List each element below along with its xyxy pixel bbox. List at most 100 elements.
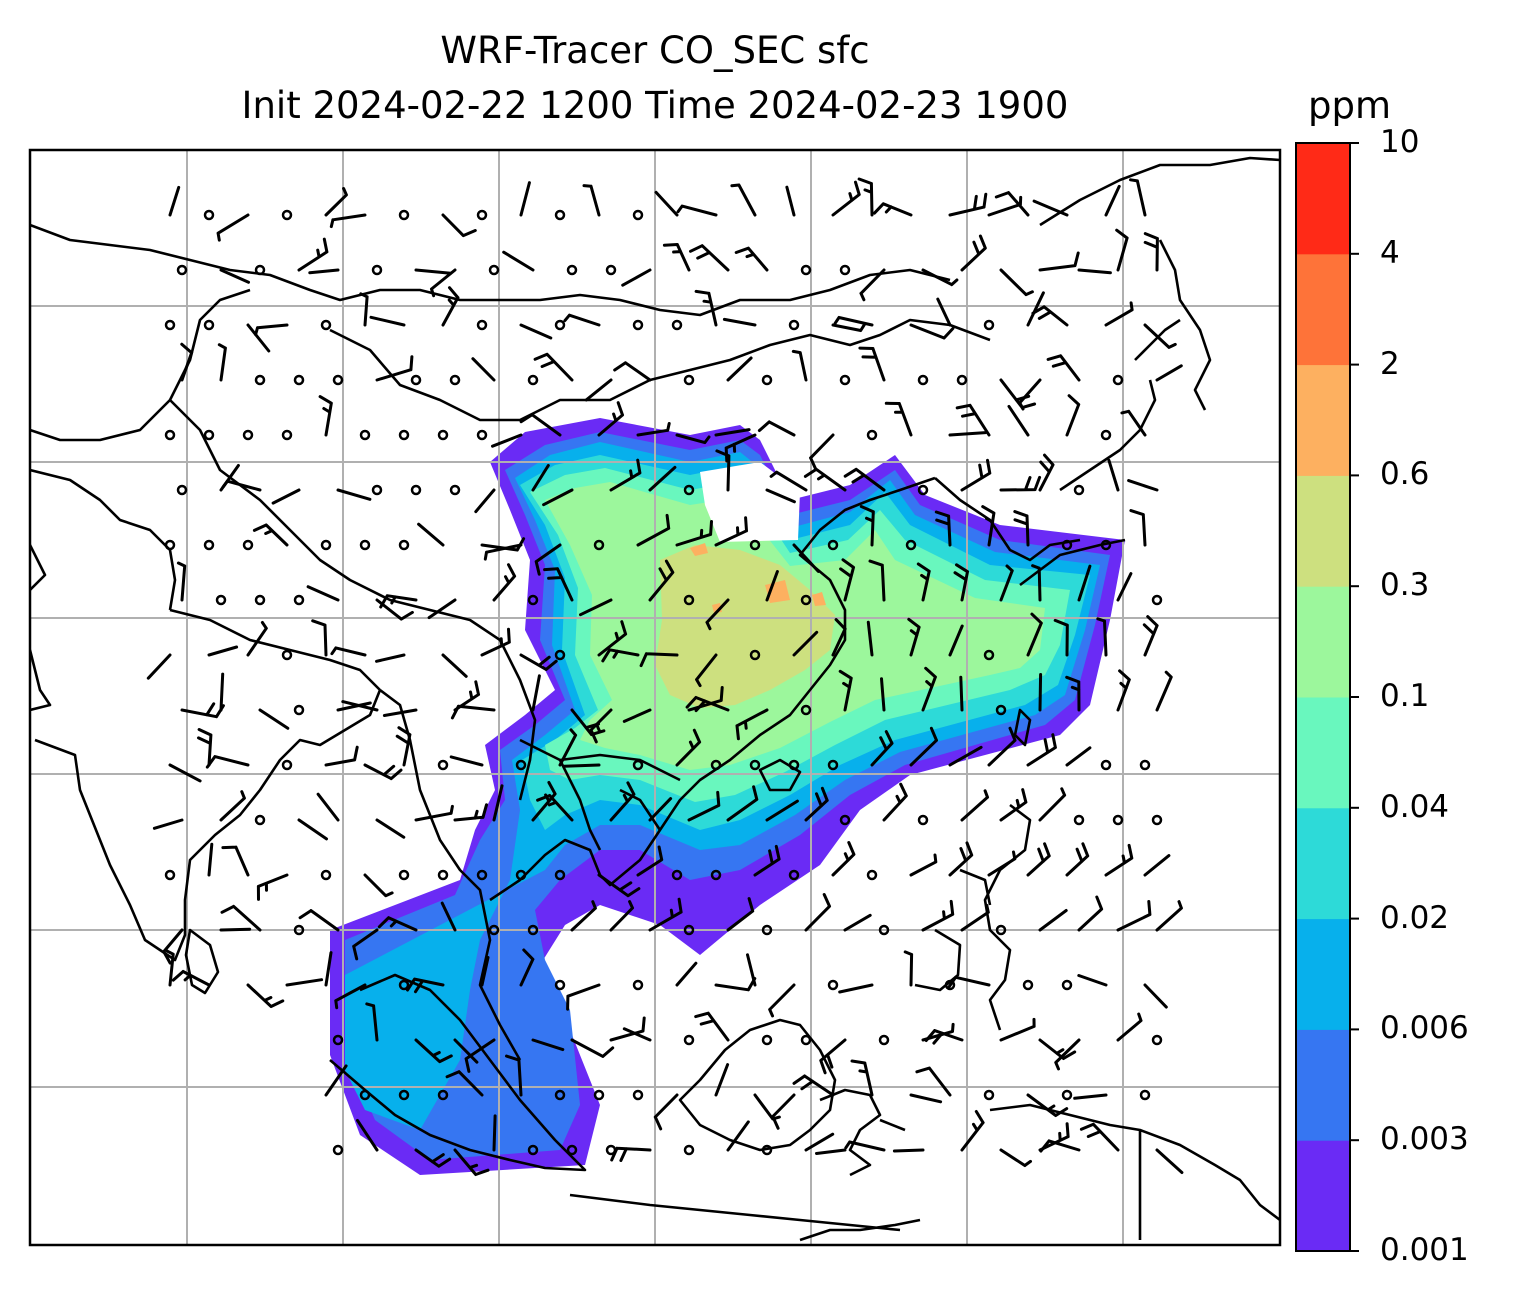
wind-calm-marker bbox=[878, 1034, 890, 1046]
colorbar-tick-label: 0.006 bbox=[1380, 1010, 1469, 1047]
wind-barb bbox=[948, 745, 983, 767]
wind-barb bbox=[757, 420, 796, 437]
wind-barb bbox=[1007, 404, 1030, 437]
wind-barb bbox=[334, 983, 367, 1010]
wind-barb bbox=[256, 873, 289, 901]
wind-barb bbox=[792, 630, 819, 657]
wind-barb bbox=[219, 927, 252, 932]
wind-calm-marker bbox=[788, 319, 800, 331]
wind-barb bbox=[734, 246, 769, 272]
wind-barb bbox=[563, 313, 601, 327]
wind-barb bbox=[833, 316, 874, 327]
wind-barb bbox=[648, 559, 675, 602]
colorbar-segment bbox=[1296, 1029, 1350, 1141]
wind-barb bbox=[441, 653, 468, 678]
wind-calm-marker bbox=[605, 264, 617, 276]
wind-barb bbox=[987, 850, 1017, 877]
wind-calm-marker bbox=[527, 1144, 539, 1156]
wind-barb bbox=[858, 346, 886, 382]
wind-barb bbox=[687, 686, 724, 712]
wind-calm-marker bbox=[1151, 814, 1163, 826]
wind-calm-marker bbox=[476, 319, 488, 331]
wind-barb bbox=[221, 479, 262, 492]
wind-barb bbox=[1038, 909, 1068, 932]
wind-barb bbox=[453, 1148, 490, 1176]
wind-calm-marker bbox=[203, 539, 215, 551]
wind-barb bbox=[519, 181, 531, 217]
map-gridlines bbox=[30, 150, 1280, 1245]
wind-calm-marker bbox=[398, 1089, 410, 1101]
wind-barb bbox=[382, 708, 418, 717]
wind-barb bbox=[621, 268, 652, 287]
wind-barb bbox=[597, 401, 624, 437]
wind-barb bbox=[934, 510, 952, 547]
wind-barb bbox=[946, 975, 991, 990]
wind-calm-marker bbox=[827, 979, 839, 991]
wind-barb bbox=[356, 1118, 379, 1152]
wind-barb bbox=[531, 1038, 565, 1052]
wind-calm-marker bbox=[437, 429, 449, 441]
border-mongolia bbox=[329, 318, 991, 422]
wind-barb bbox=[936, 297, 952, 327]
wind-barb bbox=[316, 792, 340, 822]
coast-taiwan bbox=[1013, 708, 1032, 747]
wind-barb bbox=[464, 1038, 496, 1073]
wind-barb bbox=[306, 585, 340, 602]
wind-calm-marker bbox=[449, 374, 461, 386]
wind-barb bbox=[491, 433, 523, 448]
wind-barb bbox=[542, 488, 574, 507]
wind-barb bbox=[1038, 787, 1067, 822]
wind-calm-marker bbox=[398, 539, 410, 551]
wind-barb bbox=[819, 1038, 847, 1075]
wind-calm-marker bbox=[398, 429, 410, 441]
wind-barb bbox=[771, 1093, 796, 1130]
coast-indochina bbox=[489, 476, 936, 902]
wind-calm-marker bbox=[905, 539, 917, 551]
wind-calm-marker bbox=[866, 429, 878, 441]
wind-calm-marker bbox=[203, 209, 215, 221]
wind-barb bbox=[570, 900, 597, 932]
wind-barb bbox=[375, 653, 406, 663]
wind-barb bbox=[207, 842, 214, 877]
wind-calm-marker bbox=[359, 539, 371, 551]
wind-barb bbox=[843, 467, 886, 492]
wind-barb bbox=[768, 983, 796, 1018]
wind-barb bbox=[1155, 364, 1183, 382]
wind-calm-marker bbox=[359, 429, 371, 441]
wind-barb bbox=[543, 567, 574, 602]
wind-barb bbox=[414, 804, 454, 822]
wind-barb bbox=[903, 950, 914, 987]
coast-philippines bbox=[914, 803, 1032, 1031]
wind-barb bbox=[909, 853, 938, 877]
wind-barb bbox=[705, 598, 730, 631]
wind-barb bbox=[769, 470, 808, 492]
wind-calm-marker bbox=[488, 924, 500, 936]
wind-barb bbox=[217, 343, 227, 382]
wind-calm-marker bbox=[176, 264, 188, 276]
wind-barb bbox=[609, 900, 634, 932]
wind-barb bbox=[1073, 1093, 1108, 1100]
wind-calm-marker bbox=[632, 1089, 644, 1101]
wind-barb bbox=[359, 292, 369, 327]
wind-barb bbox=[916, 562, 931, 602]
wind-barb bbox=[377, 916, 418, 932]
wind-calm-marker bbox=[554, 979, 566, 991]
wind-calm-marker bbox=[281, 209, 293, 221]
colorbar-tick-label: 0.02 bbox=[1380, 899, 1450, 936]
wind-barb bbox=[831, 323, 866, 332]
wind-barb bbox=[838, 669, 853, 712]
wind-barb bbox=[948, 192, 988, 217]
wind-barb bbox=[960, 789, 989, 822]
wind-barb bbox=[519, 948, 535, 987]
colorbar-tick-label: 0.1 bbox=[1380, 678, 1430, 714]
wind-barb bbox=[1077, 268, 1112, 275]
wind-calm-marker bbox=[983, 1089, 995, 1101]
wind-barb bbox=[246, 983, 285, 1008]
wind-calm-marker bbox=[293, 924, 305, 936]
wind-calm-marker bbox=[917, 484, 929, 496]
wind-calm-marker bbox=[593, 1089, 605, 1101]
wind-barb bbox=[675, 961, 698, 987]
wind-calm-marker bbox=[632, 979, 644, 991]
wind-calm-marker bbox=[527, 374, 539, 386]
